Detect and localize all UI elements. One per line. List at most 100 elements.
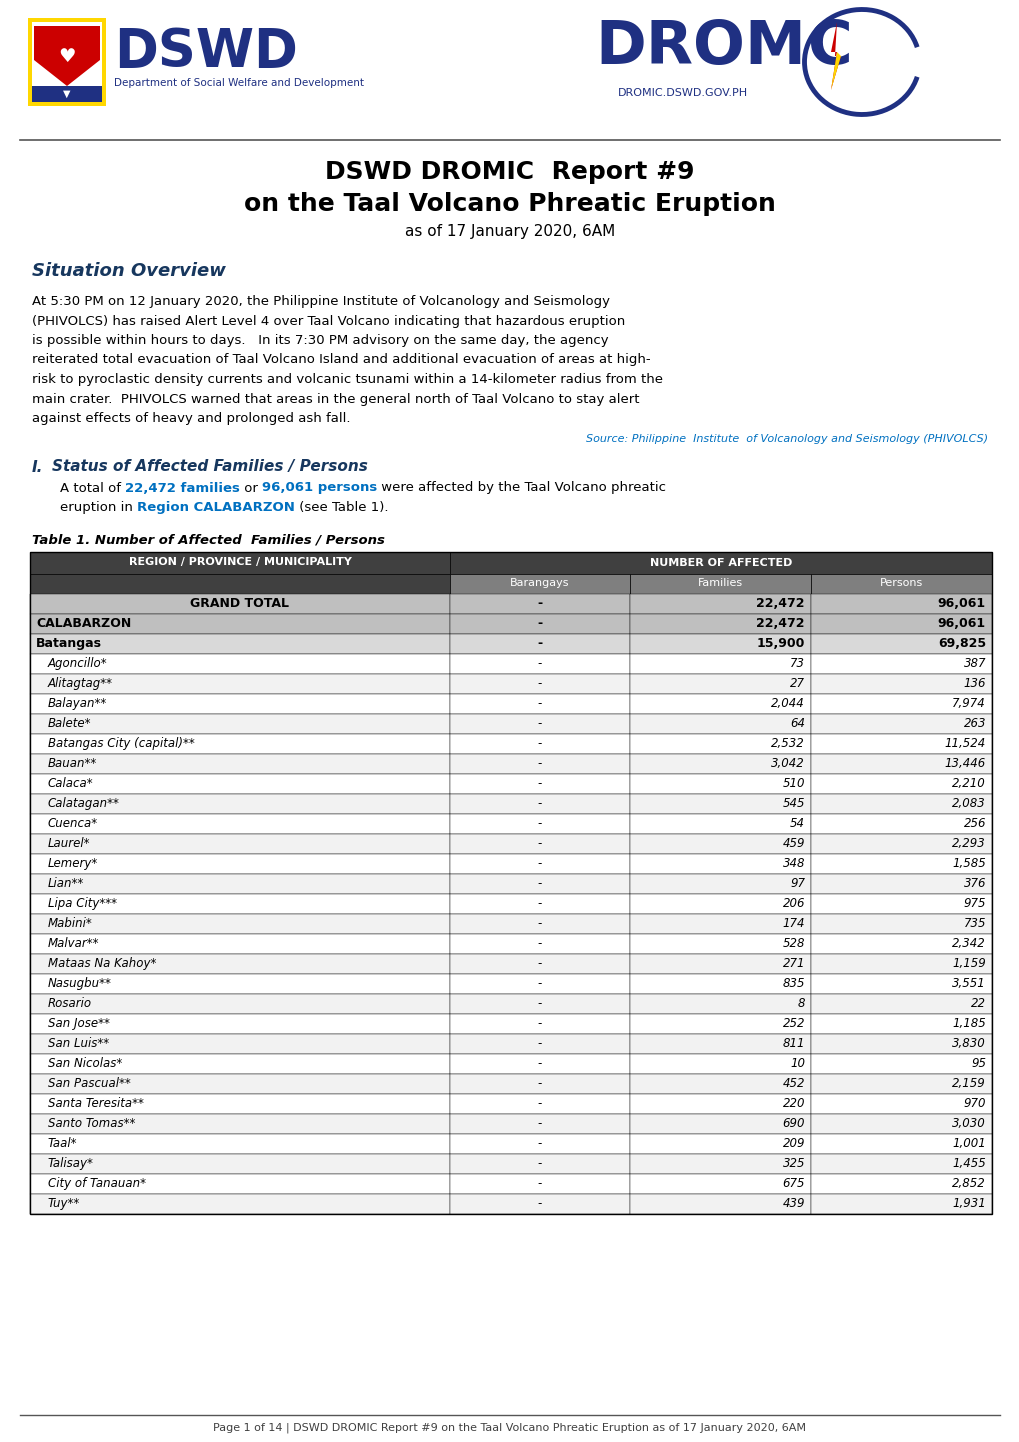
Text: -: - <box>537 1177 541 1190</box>
Bar <box>30 833 449 854</box>
Text: -: - <box>537 836 541 849</box>
Bar <box>630 754 810 773</box>
Text: 256: 256 <box>963 818 985 831</box>
Text: Cuenca*: Cuenca* <box>48 818 98 831</box>
Text: 22,472 families: 22,472 families <box>125 482 239 495</box>
Bar <box>630 913 810 933</box>
Bar <box>630 973 810 994</box>
Text: San Nicolas*: San Nicolas* <box>48 1057 122 1070</box>
Bar <box>630 694 810 714</box>
Text: 96,061: 96,061 <box>936 597 985 610</box>
Text: -: - <box>537 978 541 991</box>
Text: 271: 271 <box>782 957 804 970</box>
Bar <box>30 1014 449 1034</box>
Bar <box>449 894 630 913</box>
Text: -: - <box>537 897 541 910</box>
Text: Calaca*: Calaca* <box>48 777 94 790</box>
Text: 528: 528 <box>782 937 804 950</box>
Text: Santa Teresita**: Santa Teresita** <box>48 1097 144 1110</box>
Bar <box>630 773 810 793</box>
Bar <box>810 574 991 594</box>
Text: Santo Tomas**: Santo Tomas** <box>48 1118 136 1131</box>
Bar <box>30 1133 449 1154</box>
Text: Table 1. Number of Affected  Families / Persons: Table 1. Number of Affected Families / P… <box>32 534 384 547</box>
Bar <box>449 773 630 793</box>
Text: 96,061: 96,061 <box>936 617 985 630</box>
Text: 348: 348 <box>782 857 804 870</box>
Text: 2,044: 2,044 <box>770 696 804 709</box>
Bar <box>810 1034 991 1054</box>
Bar <box>449 1174 630 1194</box>
Text: 13,446: 13,446 <box>944 757 985 770</box>
Text: 2,159: 2,159 <box>952 1077 985 1090</box>
Text: 206: 206 <box>782 897 804 910</box>
Bar <box>630 953 810 973</box>
Text: Lemery*: Lemery* <box>48 857 98 870</box>
Text: is possible within hours to days.   In its 7:30 PM advisory on the same day, the: is possible within hours to days. In its… <box>32 335 608 348</box>
Bar <box>30 813 449 833</box>
Bar <box>449 613 630 633</box>
Bar <box>630 994 810 1014</box>
Bar <box>449 1054 630 1073</box>
Bar <box>30 973 449 994</box>
Text: DSWD DROMIC  Report #9: DSWD DROMIC Report #9 <box>325 160 694 185</box>
Bar <box>30 1113 449 1133</box>
Bar <box>810 1073 991 1093</box>
Text: -: - <box>537 597 542 610</box>
Bar <box>30 551 991 1214</box>
Text: Department of Social Welfare and Development: Department of Social Welfare and Develop… <box>114 78 364 88</box>
Bar <box>630 793 810 813</box>
Text: 452: 452 <box>782 1077 804 1090</box>
Bar <box>30 754 449 773</box>
Bar <box>30 994 449 1014</box>
Bar <box>449 793 630 813</box>
Text: Barangays: Barangays <box>510 578 570 588</box>
Text: 263: 263 <box>963 717 985 730</box>
Bar <box>30 694 449 714</box>
Text: 439: 439 <box>782 1197 804 1210</box>
Text: ♥: ♥ <box>58 46 75 65</box>
Bar <box>449 673 630 694</box>
Text: -: - <box>537 1118 541 1131</box>
Text: DSWD: DSWD <box>114 26 298 78</box>
Text: Alitagtag**: Alitagtag** <box>48 676 113 691</box>
Bar <box>810 754 991 773</box>
Bar <box>30 874 449 894</box>
Bar <box>449 933 630 953</box>
Bar <box>630 1034 810 1054</box>
Text: Situation Overview: Situation Overview <box>32 262 225 280</box>
Text: Laurel*: Laurel* <box>48 836 91 849</box>
Text: 2,532: 2,532 <box>770 737 804 750</box>
Bar <box>449 973 630 994</box>
Text: 97: 97 <box>790 877 804 890</box>
Text: 835: 835 <box>782 978 804 991</box>
Text: -: - <box>537 957 541 970</box>
Text: 3,551: 3,551 <box>952 978 985 991</box>
Bar <box>630 933 810 953</box>
Text: Nasugbu**: Nasugbu** <box>48 978 112 991</box>
Text: -: - <box>537 717 541 730</box>
Bar <box>30 913 449 933</box>
Bar <box>30 773 449 793</box>
Text: eruption in: eruption in <box>60 502 137 515</box>
Bar <box>810 653 991 673</box>
Bar <box>30 653 449 673</box>
Text: reiterated total evacuation of Taal Volcano Island and additional evacuation of : reiterated total evacuation of Taal Volc… <box>32 353 650 366</box>
Bar <box>32 87 102 102</box>
Text: Balete*: Balete* <box>48 717 92 730</box>
Polygon shape <box>830 52 841 89</box>
Bar <box>630 1054 810 1073</box>
Bar <box>449 953 630 973</box>
Bar <box>630 653 810 673</box>
Text: 325: 325 <box>782 1156 804 1169</box>
Text: 459: 459 <box>782 836 804 849</box>
Bar <box>449 714 630 734</box>
Text: 1,585: 1,585 <box>952 857 985 870</box>
Bar <box>810 714 991 734</box>
Bar <box>449 594 630 613</box>
Text: 220: 220 <box>782 1097 804 1110</box>
Bar <box>810 613 991 633</box>
Text: 3,030: 3,030 <box>952 1118 985 1131</box>
Text: 22,472: 22,472 <box>756 617 804 630</box>
Text: 675: 675 <box>782 1177 804 1190</box>
